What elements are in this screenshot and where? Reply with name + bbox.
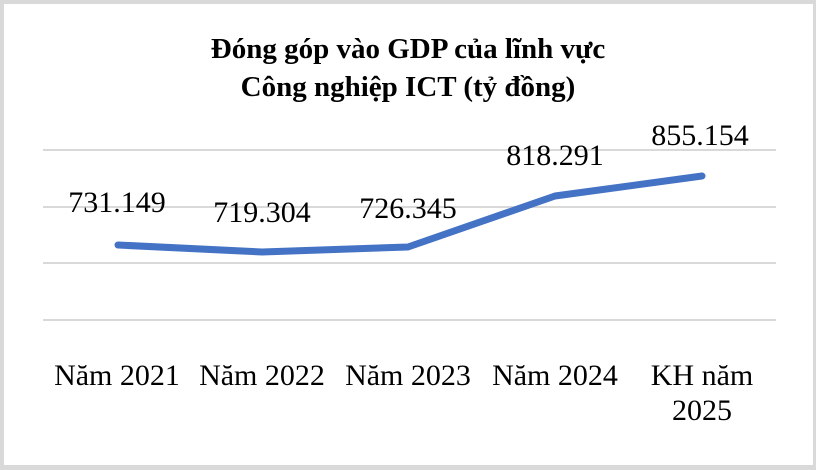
data-labels: 731.149 719.304 726.345 818.291 855.154 bbox=[68, 119, 749, 229]
gridlines bbox=[43, 149, 776, 321]
x-axis-label: Năm 2022 bbox=[199, 359, 325, 392]
chart-title-line-1: Đóng góp vào GDP của lĩnh vực bbox=[210, 33, 606, 65]
series-line bbox=[114, 172, 706, 256]
x-axis-label: Năm 2021 bbox=[54, 359, 180, 392]
x-axis-labels: Năm 2021 Năm 2022 Năm 2023 Năm 2024 KH n… bbox=[54, 359, 753, 427]
data-label: 855.154 bbox=[651, 119, 749, 152]
x-axis-label: KH năm bbox=[651, 359, 753, 392]
data-label: 719.304 bbox=[213, 196, 311, 229]
data-label: 731.149 bbox=[68, 186, 166, 219]
data-label: 818.291 bbox=[506, 139, 604, 172]
data-label: 726.345 bbox=[359, 192, 457, 225]
x-axis-label-line-2: 2025 bbox=[672, 394, 732, 427]
chart-title-line-2: Công nghiệp ICT (tỷ đồng) bbox=[240, 71, 576, 103]
chart-title: Đóng góp vào GDP của lĩnh vực Công nghiệ… bbox=[0, 30, 816, 106]
x-axis-label: Năm 2024 bbox=[492, 359, 618, 392]
x-axis-label: Năm 2023 bbox=[345, 359, 471, 392]
